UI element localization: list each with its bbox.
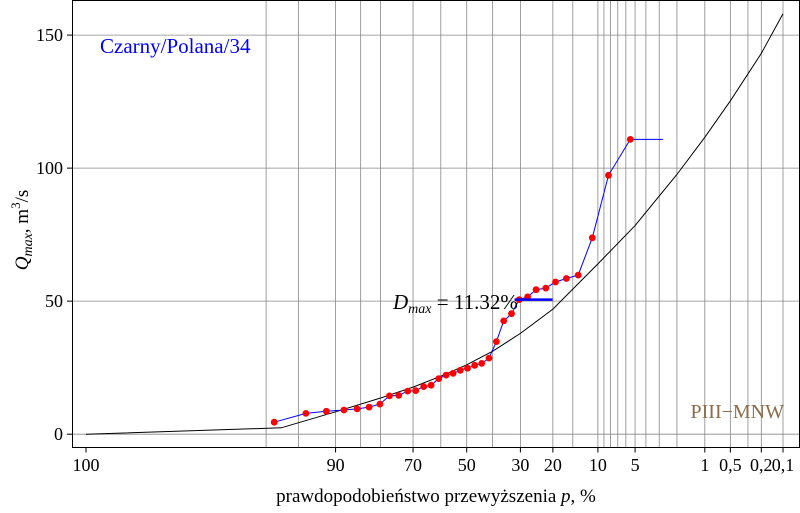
theoretical-curve-label: PIII−MNW [691, 401, 785, 423]
empirical-point [449, 369, 457, 377]
x-axis-unit: , % [571, 486, 597, 507]
empirical-point [420, 383, 428, 390]
empirical-point [456, 366, 464, 374]
empirical-point [605, 171, 612, 179]
empirical-point [626, 136, 634, 143]
empirical-point [464, 364, 471, 372]
grid-layer [72, 0, 800, 448]
y-axis-q: Q [12, 256, 33, 270]
empirical-point [340, 406, 348, 414]
x-tick-label: 10 [589, 455, 607, 475]
ticks-layer [67, 34, 784, 453]
y-axis-sub: max [21, 232, 36, 256]
empirical-point [532, 286, 540, 294]
x-axis-title: prawdopodobieństwo przewyższenia p, % [276, 486, 596, 507]
x-tick-label: 70 [404, 455, 422, 475]
dmax-label-d: D [392, 290, 408, 314]
empirical-point [552, 278, 559, 286]
empirical-point [435, 375, 443, 382]
empirical-point [386, 392, 393, 400]
empirical-point [365, 403, 373, 411]
empirical-point [493, 338, 500, 345]
empirical-point [485, 354, 493, 362]
empirical-point [574, 271, 582, 279]
y-axis-tail: /s [12, 190, 33, 203]
x-tick-label: 90 [327, 455, 345, 475]
dmax-label-sub: max [408, 302, 432, 317]
empirical-point [563, 275, 570, 282]
x-tick-label: 0,5 [719, 455, 742, 475]
y-tick-label: 150 [36, 25, 63, 45]
empirical-point [376, 400, 384, 408]
x-axis-var: p [559, 486, 571, 507]
x-tick-label: 5 [631, 455, 640, 475]
theoretical-curve-line [85, 13, 784, 435]
x-tick-label: 1 [700, 455, 709, 475]
empirical-point [500, 317, 508, 325]
empirical-point [404, 387, 412, 395]
y-tick-label: 0 [54, 424, 63, 444]
curve-layer [85, 13, 784, 435]
empirical-point [442, 371, 450, 379]
empirical-point [353, 405, 361, 413]
empirical-point [412, 387, 420, 394]
empirical-point [471, 361, 479, 369]
empirical-point [542, 284, 550, 292]
y-axis-unit: , m [12, 209, 33, 234]
empirical-point [270, 418, 278, 426]
x-tick-label: 30 [511, 455, 529, 475]
dmax-annotation: Dmax = 11.32% [392, 290, 518, 317]
empirical-layer [270, 136, 664, 426]
empirical-point [478, 360, 486, 367]
dmax-value: = 11.32% [432, 290, 518, 314]
x-tick-label: 0,2 [750, 455, 773, 475]
empirical-point [302, 410, 310, 417]
y-tick-label: 100 [36, 158, 63, 178]
x-tick-label: 20 [544, 455, 562, 475]
chart-title: Czarny/Polana/34 [100, 34, 251, 58]
empirical-point [395, 392, 403, 399]
empirical-point [427, 381, 435, 389]
y-axis-title: Qmax, m3/s [8, 190, 36, 271]
x-tick-label: 0,1 [772, 455, 795, 475]
x-axis-title-text: prawdopodobieństwo przewyższenia [276, 486, 557, 507]
empirical-point [322, 407, 330, 415]
empirical-point [588, 234, 596, 242]
y-tick-label: 50 [45, 291, 63, 311]
x-tick-label: 50 [458, 455, 476, 475]
empirical-line [274, 138, 664, 423]
empirical-point [508, 310, 515, 318]
x-tick-label: 100 [73, 455, 100, 475]
labels-layer: 100 90 70 50 30 20 10 5 1 0,5 0,2 0,1 0 50 100 150 [36, 25, 794, 475]
y-axis-sup: 3 [8, 202, 23, 209]
